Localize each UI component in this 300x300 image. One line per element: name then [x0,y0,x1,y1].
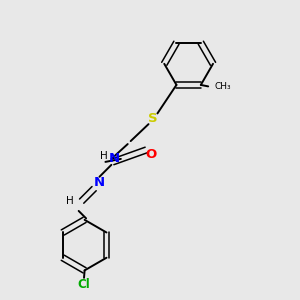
Text: N: N [109,152,120,165]
Text: H: H [66,196,74,206]
Text: H: H [100,151,108,161]
Text: O: O [146,148,157,161]
Text: CH₃: CH₃ [214,82,231,91]
Text: S: S [148,112,158,125]
Text: Cl: Cl [78,278,90,291]
Text: N: N [94,176,105,189]
